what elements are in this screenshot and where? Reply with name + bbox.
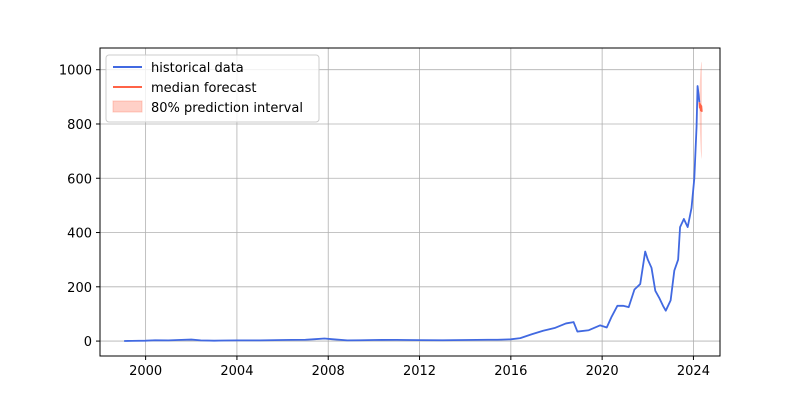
x-tick-label: 2008	[312, 364, 345, 379]
y-tick-label: 0	[84, 335, 92, 350]
axes-frame	[99, 47, 721, 357]
x-tick-label: 2012	[403, 364, 436, 379]
median-forecast-line	[698, 102, 703, 112]
x-tick-label: 2004	[220, 364, 253, 379]
y-tick-label: 400	[67, 227, 92, 242]
legend-swatch-interval	[112, 100, 143, 113]
x-tick-label: 2000	[129, 364, 162, 379]
y-tick-label: 1000	[59, 64, 92, 79]
y-tick-label: 200	[67, 281, 92, 296]
legend-label-forecast: median forecast	[151, 81, 256, 96]
axis-ticks: 2000 2004 2008 2012 2016 2020 2024 0 200 400 600 80…	[59, 64, 710, 379]
x-tick-label: 2016	[494, 364, 527, 379]
x-tick-label: 2020	[586, 364, 619, 379]
y-tick-label: 600	[67, 172, 92, 187]
historical-data-line	[124, 85, 701, 342]
legend-box	[105, 54, 320, 123]
plot-series	[124, 61, 703, 342]
legend-label-interval: 80% prediction interval	[151, 101, 303, 116]
x-tick-label: 2024	[677, 364, 710, 379]
legend-label-historical: historical data	[151, 61, 244, 76]
legend: historical data median forecast 80% pred…	[105, 54, 320, 123]
y-tick-label: 800	[67, 118, 92, 133]
